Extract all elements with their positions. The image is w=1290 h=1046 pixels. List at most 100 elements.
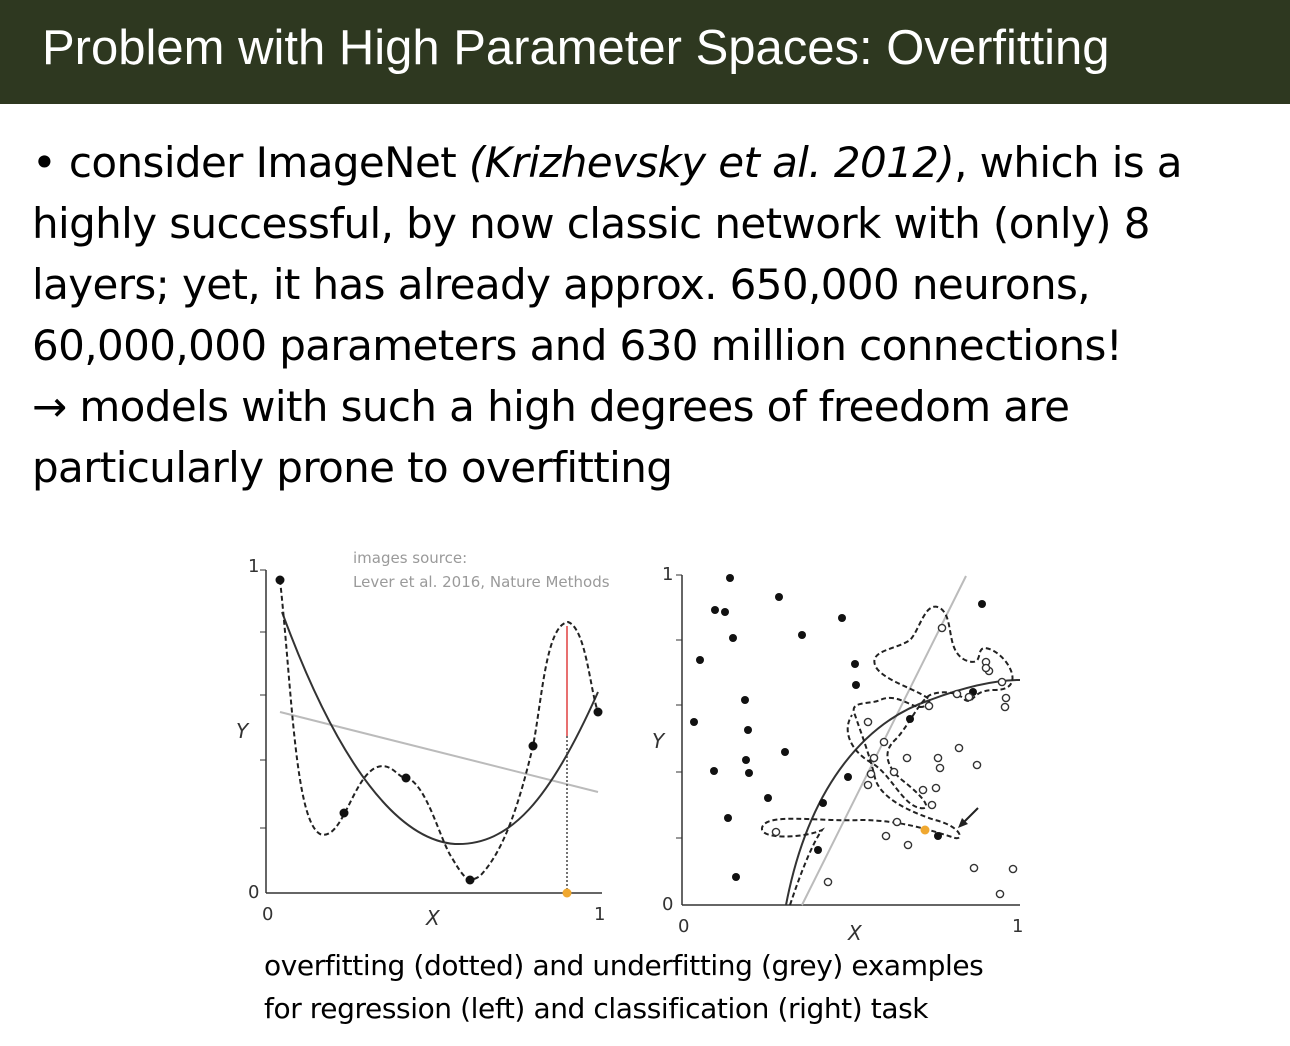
class-a-point: [711, 606, 719, 614]
data-point: [275, 575, 285, 585]
class-a-point: [819, 799, 827, 807]
class-b-point: [879, 737, 889, 747]
right-x-label: X: [847, 921, 863, 945]
class-b-point: [997, 677, 1007, 687]
class-a-point: [724, 814, 732, 822]
bullet-line-3: layers; yet, it has already approx. 650,…: [32, 260, 1091, 309]
class-a-point: [775, 593, 783, 601]
class-a-point: [744, 726, 752, 734]
bullet-line-2: highly successful, by now classic networ…: [32, 199, 1150, 248]
bullet-text: • consider ImageNet (Krizhevsky et al. 2…: [32, 132, 1272, 498]
class-b-point: [1000, 702, 1010, 712]
class-a-point: [721, 608, 729, 616]
class-a-point: [741, 696, 749, 704]
right-x-tick-left: 0: [678, 916, 689, 937]
class-a-point: [729, 634, 737, 642]
class-a-point: [742, 756, 750, 764]
class-a-point: [781, 748, 789, 756]
class-b-point: [954, 743, 964, 753]
class-b-point: [924, 701, 934, 711]
class-a-point: [934, 832, 942, 840]
data-point: [528, 741, 538, 751]
class-b-point: [981, 663, 991, 673]
class-b-point: [964, 692, 974, 702]
class-a-point: [798, 631, 806, 639]
class-b-point: [933, 753, 943, 763]
class-b-point: [1008, 864, 1018, 874]
fitting-figure: 1 0 0 1 Y X 1 0 0 1 Y X: [236, 556, 1023, 945]
class-b-point: [1001, 693, 1011, 703]
arrow-icon: →: [32, 382, 67, 431]
class-a-point: [732, 873, 740, 881]
class-b-point: [937, 623, 947, 633]
bullet-line5-text: models with such a high degrees of freed…: [66, 382, 1070, 431]
bullet-line-4: 60,000,000 parameters and 630 million co…: [32, 321, 1123, 370]
left-y-label: Y: [236, 719, 250, 743]
underfit-line-regression: [279, 711, 599, 793]
left-x-tick-right: 1: [594, 904, 605, 925]
data-point: [401, 773, 411, 783]
class-b-point: [902, 753, 912, 763]
caption-line-1: overfitting (dotted) and underfitting (g…: [264, 949, 984, 982]
class-a-point: [710, 767, 718, 775]
classification-panel: 1 0 0 1 Y X: [652, 564, 1023, 945]
data-point: [465, 875, 475, 885]
class-b-point: [866, 769, 876, 779]
class-a-point: [852, 681, 860, 689]
class-b-point: [863, 780, 873, 790]
class-b-point: [863, 717, 873, 727]
class-a-point: [978, 600, 986, 608]
class-b-point: [881, 831, 891, 841]
class-b-point: [952, 689, 962, 699]
bullet-line1-end: , which is a: [954, 138, 1182, 187]
class-a-point: [726, 574, 734, 582]
data-point: [339, 808, 349, 818]
class-b-point: [892, 817, 902, 827]
right-y-tick-top: 1: [662, 564, 673, 585]
class-b-point: [771, 827, 781, 837]
class-a-point: [814, 846, 822, 854]
class-b-point: [918, 785, 928, 795]
class-b-point: [972, 760, 982, 770]
annotation-arrow-head: [958, 818, 968, 828]
figure-caption: overfitting (dotted) and underfitting (g…: [264, 944, 984, 1030]
right-y-label: Y: [652, 729, 666, 753]
bullet-citation: (Krizhevsky et al. 2012): [468, 138, 955, 187]
classification-points: [690, 574, 1018, 899]
left-y-tick-top: 1: [248, 556, 259, 577]
class-b-point: [927, 800, 937, 810]
class-a-point: [851, 660, 859, 668]
data-point: [593, 707, 603, 717]
class-b-point: [889, 767, 899, 777]
class-b-point: [903, 840, 913, 850]
regression-panel: 1 0 0 1 Y X: [236, 556, 605, 930]
highlight-point: [920, 825, 930, 835]
bullet-line-5: → models with such a high degrees of fre…: [32, 376, 1272, 437]
bullet-line-1: • consider ImageNet (Krizhevsky et al. 2…: [32, 132, 1272, 193]
class-b-point: [823, 877, 833, 887]
caption-line-2: for regression (left) and classification…: [264, 992, 929, 1025]
class-b-point: [995, 889, 1005, 899]
class-a-point: [764, 794, 772, 802]
image-source-line-2: Lever et al. 2016, Nature Methods: [353, 573, 610, 591]
bullet-prefix: • consider ImageNet: [32, 138, 469, 187]
class-a-point: [844, 773, 852, 781]
class-b-point: [931, 783, 941, 793]
class-a-point: [745, 769, 753, 777]
left-x-label: X: [425, 906, 441, 930]
class-b-point: [969, 863, 979, 873]
right-y-tick-bottom: 0: [662, 894, 673, 915]
overfit-curve-regression: [279, 579, 599, 881]
right-x-tick-right: 1: [1012, 916, 1023, 937]
good-fit-curve-regression: [281, 611, 599, 846]
left-x-tick-left: 0: [262, 904, 273, 925]
regression-points: [275, 575, 603, 898]
class-a-point: [696, 656, 704, 664]
image-source-note: images source: Lever et al. 2016, Nature…: [353, 546, 610, 594]
class-a-point: [906, 715, 914, 723]
class-b-point: [935, 763, 945, 773]
class-a-point: [838, 614, 846, 622]
slide-title: Problem with High Parameter Spaces: Over…: [42, 21, 1110, 75]
overfit-boundary-classification: [761, 605, 1014, 906]
class-a-point: [690, 718, 698, 726]
